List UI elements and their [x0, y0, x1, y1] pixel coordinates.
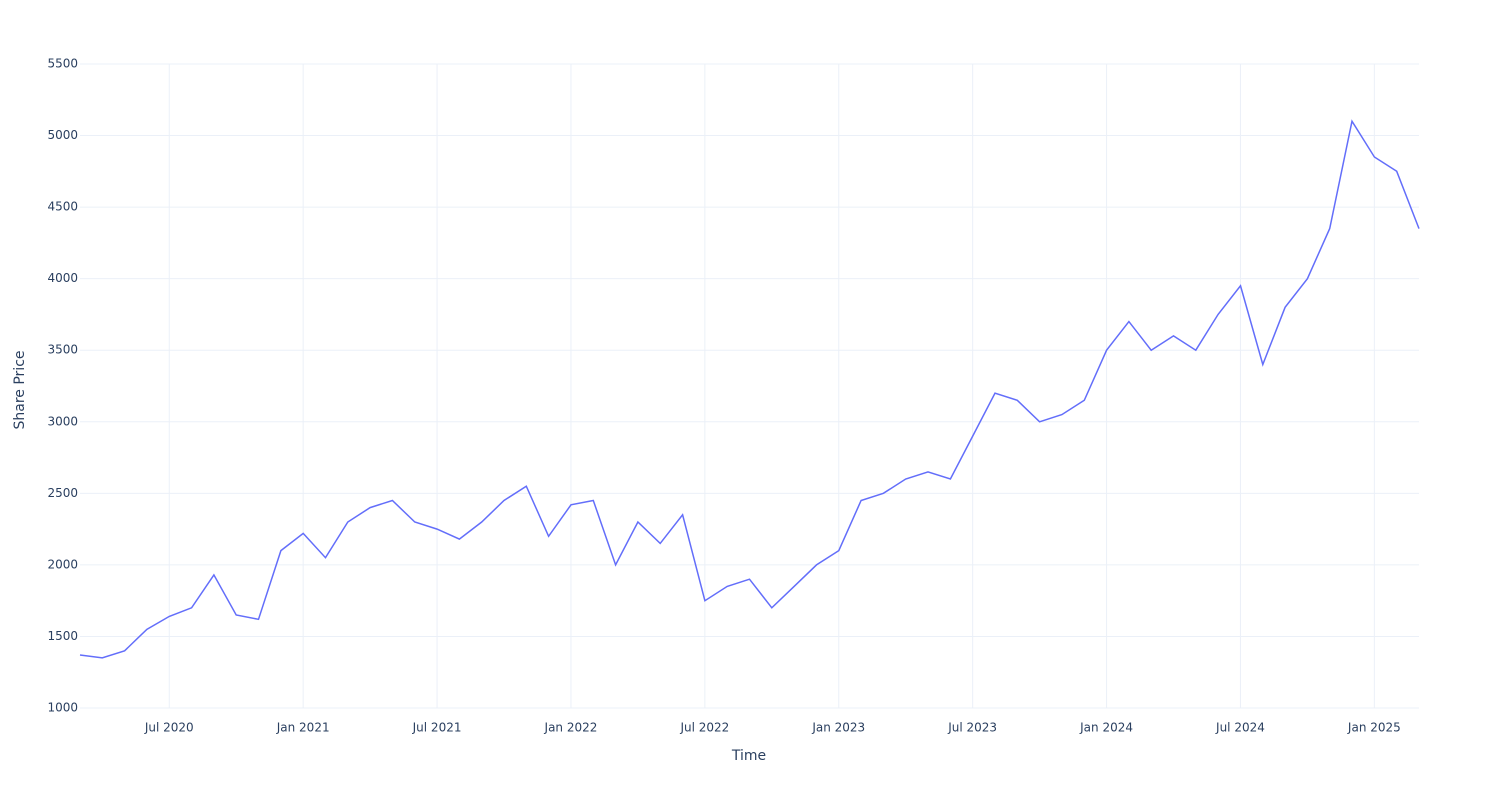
- y-axis-title: Share Price: [12, 350, 28, 429]
- x-tick-label: Jul 2021: [412, 721, 462, 735]
- y-tick-label: 5000: [47, 128, 78, 142]
- y-tick-label: 3000: [47, 414, 78, 428]
- y-tick-label: 5500: [47, 57, 78, 71]
- y-tick-label: 4500: [47, 200, 78, 214]
- x-tick-label: Jul 2024: [1215, 721, 1265, 735]
- x-tick-label: Jan 2022: [544, 721, 598, 735]
- x-tick-label: Jan 2021: [276, 721, 330, 735]
- x-tick-label: Jan 2025: [1347, 721, 1401, 735]
- line: [79, 119, 1420, 659]
- y-tick-label: 2500: [47, 486, 78, 500]
- y-tick-label: 1500: [47, 629, 78, 643]
- y-tick-label: 1000: [47, 701, 78, 715]
- y-tick-label: 4000: [47, 271, 78, 285]
- x-tick-label: Jul 2022: [679, 721, 729, 735]
- y-tick-label: 2000: [47, 557, 78, 571]
- x-tick-label: Jul 2020: [144, 721, 194, 735]
- x-tick-label: Jan 2024: [1079, 721, 1133, 735]
- y-tick-label: 3500: [47, 343, 78, 357]
- x-tick-label: Jul 2023: [947, 721, 997, 735]
- x-axis-title: Time: [731, 748, 766, 764]
- x-tick-label: Jan 2023: [811, 721, 865, 735]
